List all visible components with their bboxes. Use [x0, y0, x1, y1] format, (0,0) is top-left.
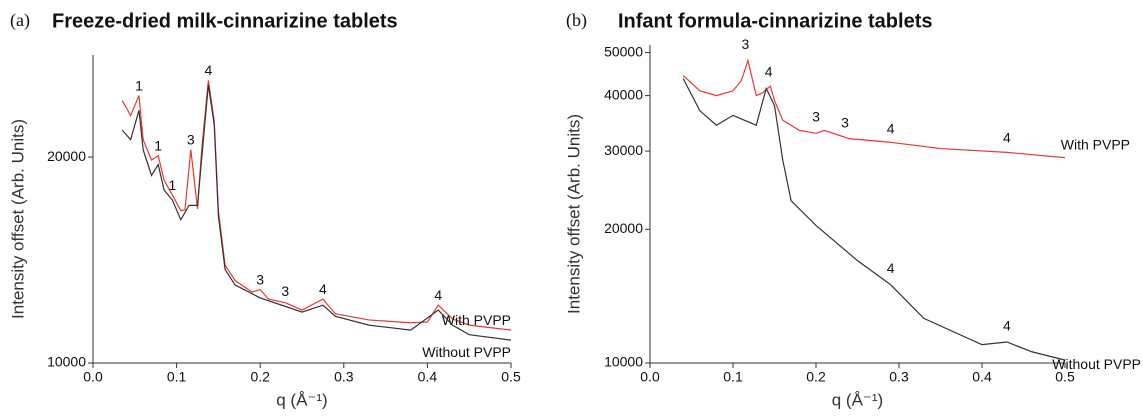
- x-tick-label: 0.5: [501, 369, 521, 385]
- peak-label: 1: [169, 177, 177, 193]
- y-tick-label: 50000: [604, 43, 643, 59]
- peak-label: 4: [1003, 318, 1011, 334]
- panel-label: (b): [566, 10, 587, 31]
- chart-title: Infant formula-cinnarizine tablets: [618, 10, 932, 32]
- peak-label: 4: [319, 281, 327, 297]
- peak-label: 3: [742, 36, 750, 52]
- peak-label: 1: [154, 137, 162, 153]
- x-tick-label: 0.0: [83, 369, 103, 385]
- x-tick-label: 0.1: [167, 369, 187, 385]
- peak-label: 4: [1003, 130, 1011, 146]
- y-tick-label: 30000: [604, 142, 643, 158]
- x-axis-label: q (Å⁻¹): [832, 390, 883, 409]
- chart-title: Freeze-dried milk-cinnarizine tablets: [52, 10, 398, 32]
- y-tick-label: 20000: [47, 148, 86, 164]
- peak-label: 4: [434, 287, 442, 303]
- peak-label: 4: [887, 120, 895, 136]
- series-label: Without PVPP: [422, 344, 511, 360]
- series-line: [121, 84, 512, 341]
- peak-label: 4: [887, 260, 895, 276]
- y-axis-label: Intensity offset (Arb. Units): [8, 119, 27, 319]
- x-tick-label: 0.5: [1055, 369, 1075, 385]
- series-line: [682, 58, 1066, 159]
- series-line: [682, 78, 1066, 361]
- peak-label: 3: [812, 109, 820, 125]
- series-line: [121, 80, 512, 331]
- x-tick-label: 0.4: [418, 369, 438, 385]
- peak-label: 3: [841, 114, 849, 130]
- x-tick-label: 0.1: [723, 369, 743, 385]
- x-tick-label: 0.0: [640, 369, 660, 385]
- series-label: With PVPP: [1061, 136, 1130, 152]
- y-tick-label: 20000: [604, 220, 643, 236]
- peak-label: 4: [765, 63, 773, 79]
- peak-label: 4: [204, 62, 212, 78]
- y-axis-label: Intensity offset (Arb. Units): [564, 114, 583, 314]
- peak-label: 1: [135, 77, 143, 93]
- x-tick-label: 0.4: [972, 369, 992, 385]
- x-tick-label: 0.2: [806, 369, 826, 385]
- y-tick-label: 10000: [47, 354, 86, 370]
- peak-label: 3: [281, 283, 289, 299]
- y-tick-label: 10000: [604, 354, 643, 370]
- y-tick-label: 40000: [604, 86, 643, 102]
- series-label: With PVPP: [442, 312, 511, 328]
- x-tick-label: 0.3: [889, 369, 909, 385]
- series-label: Without PVPP: [1052, 356, 1141, 372]
- x-tick-label: 0.2: [250, 369, 270, 385]
- x-tick-label: 0.3: [334, 369, 354, 385]
- panel-label: (a): [10, 10, 30, 31]
- peak-label: 3: [256, 271, 264, 287]
- peak-label: 3: [187, 131, 195, 147]
- x-axis-label: q (Å⁻¹): [276, 390, 327, 409]
